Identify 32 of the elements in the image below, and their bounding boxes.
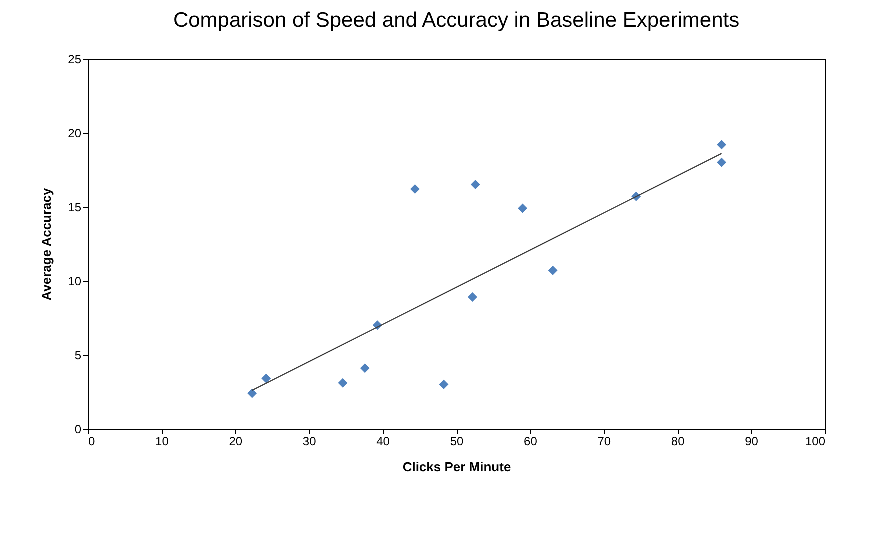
point (410, 184, 420, 194)
point (338, 378, 348, 388)
point (470, 180, 480, 190)
x-tick-label: 90 (745, 434, 759, 448)
y-tick-label: 10 (68, 274, 82, 288)
point (360, 364, 370, 374)
point (717, 158, 727, 168)
x-tick-label: 100 (805, 434, 826, 448)
point (468, 292, 478, 302)
x-tick-label: 70 (598, 434, 612, 448)
point (262, 374, 272, 384)
point (548, 266, 558, 276)
point (717, 140, 727, 150)
y-tick-label: 5 (74, 348, 82, 362)
x-tick-label: 60 (524, 434, 538, 448)
x-tick-label: 0 (88, 434, 96, 448)
point (248, 388, 258, 398)
chart-title: Comparison of Speed and Accuracy in Baseline Experiments (173, 9, 740, 32)
point (439, 380, 449, 390)
x-axis-title: Clicks Per Minute (402, 460, 512, 474)
x-tick-label: 20 (229, 434, 243, 448)
y-tick-label: 25 (68, 52, 82, 66)
x-tick-label: 80 (671, 434, 686, 448)
y-tick-label: 20 (68, 126, 82, 140)
point (518, 204, 528, 214)
x-tick-label: 50 (450, 434, 464, 448)
x-tick-label: 10 (156, 434, 170, 448)
y-axis-title: Average Accuracy (39, 187, 54, 301)
x-tick-label: 40 (376, 434, 390, 448)
x-tick-label: 30 (302, 434, 317, 448)
y-tick-label: 15 (68, 200, 82, 214)
y-tick-label: 0 (74, 422, 82, 436)
